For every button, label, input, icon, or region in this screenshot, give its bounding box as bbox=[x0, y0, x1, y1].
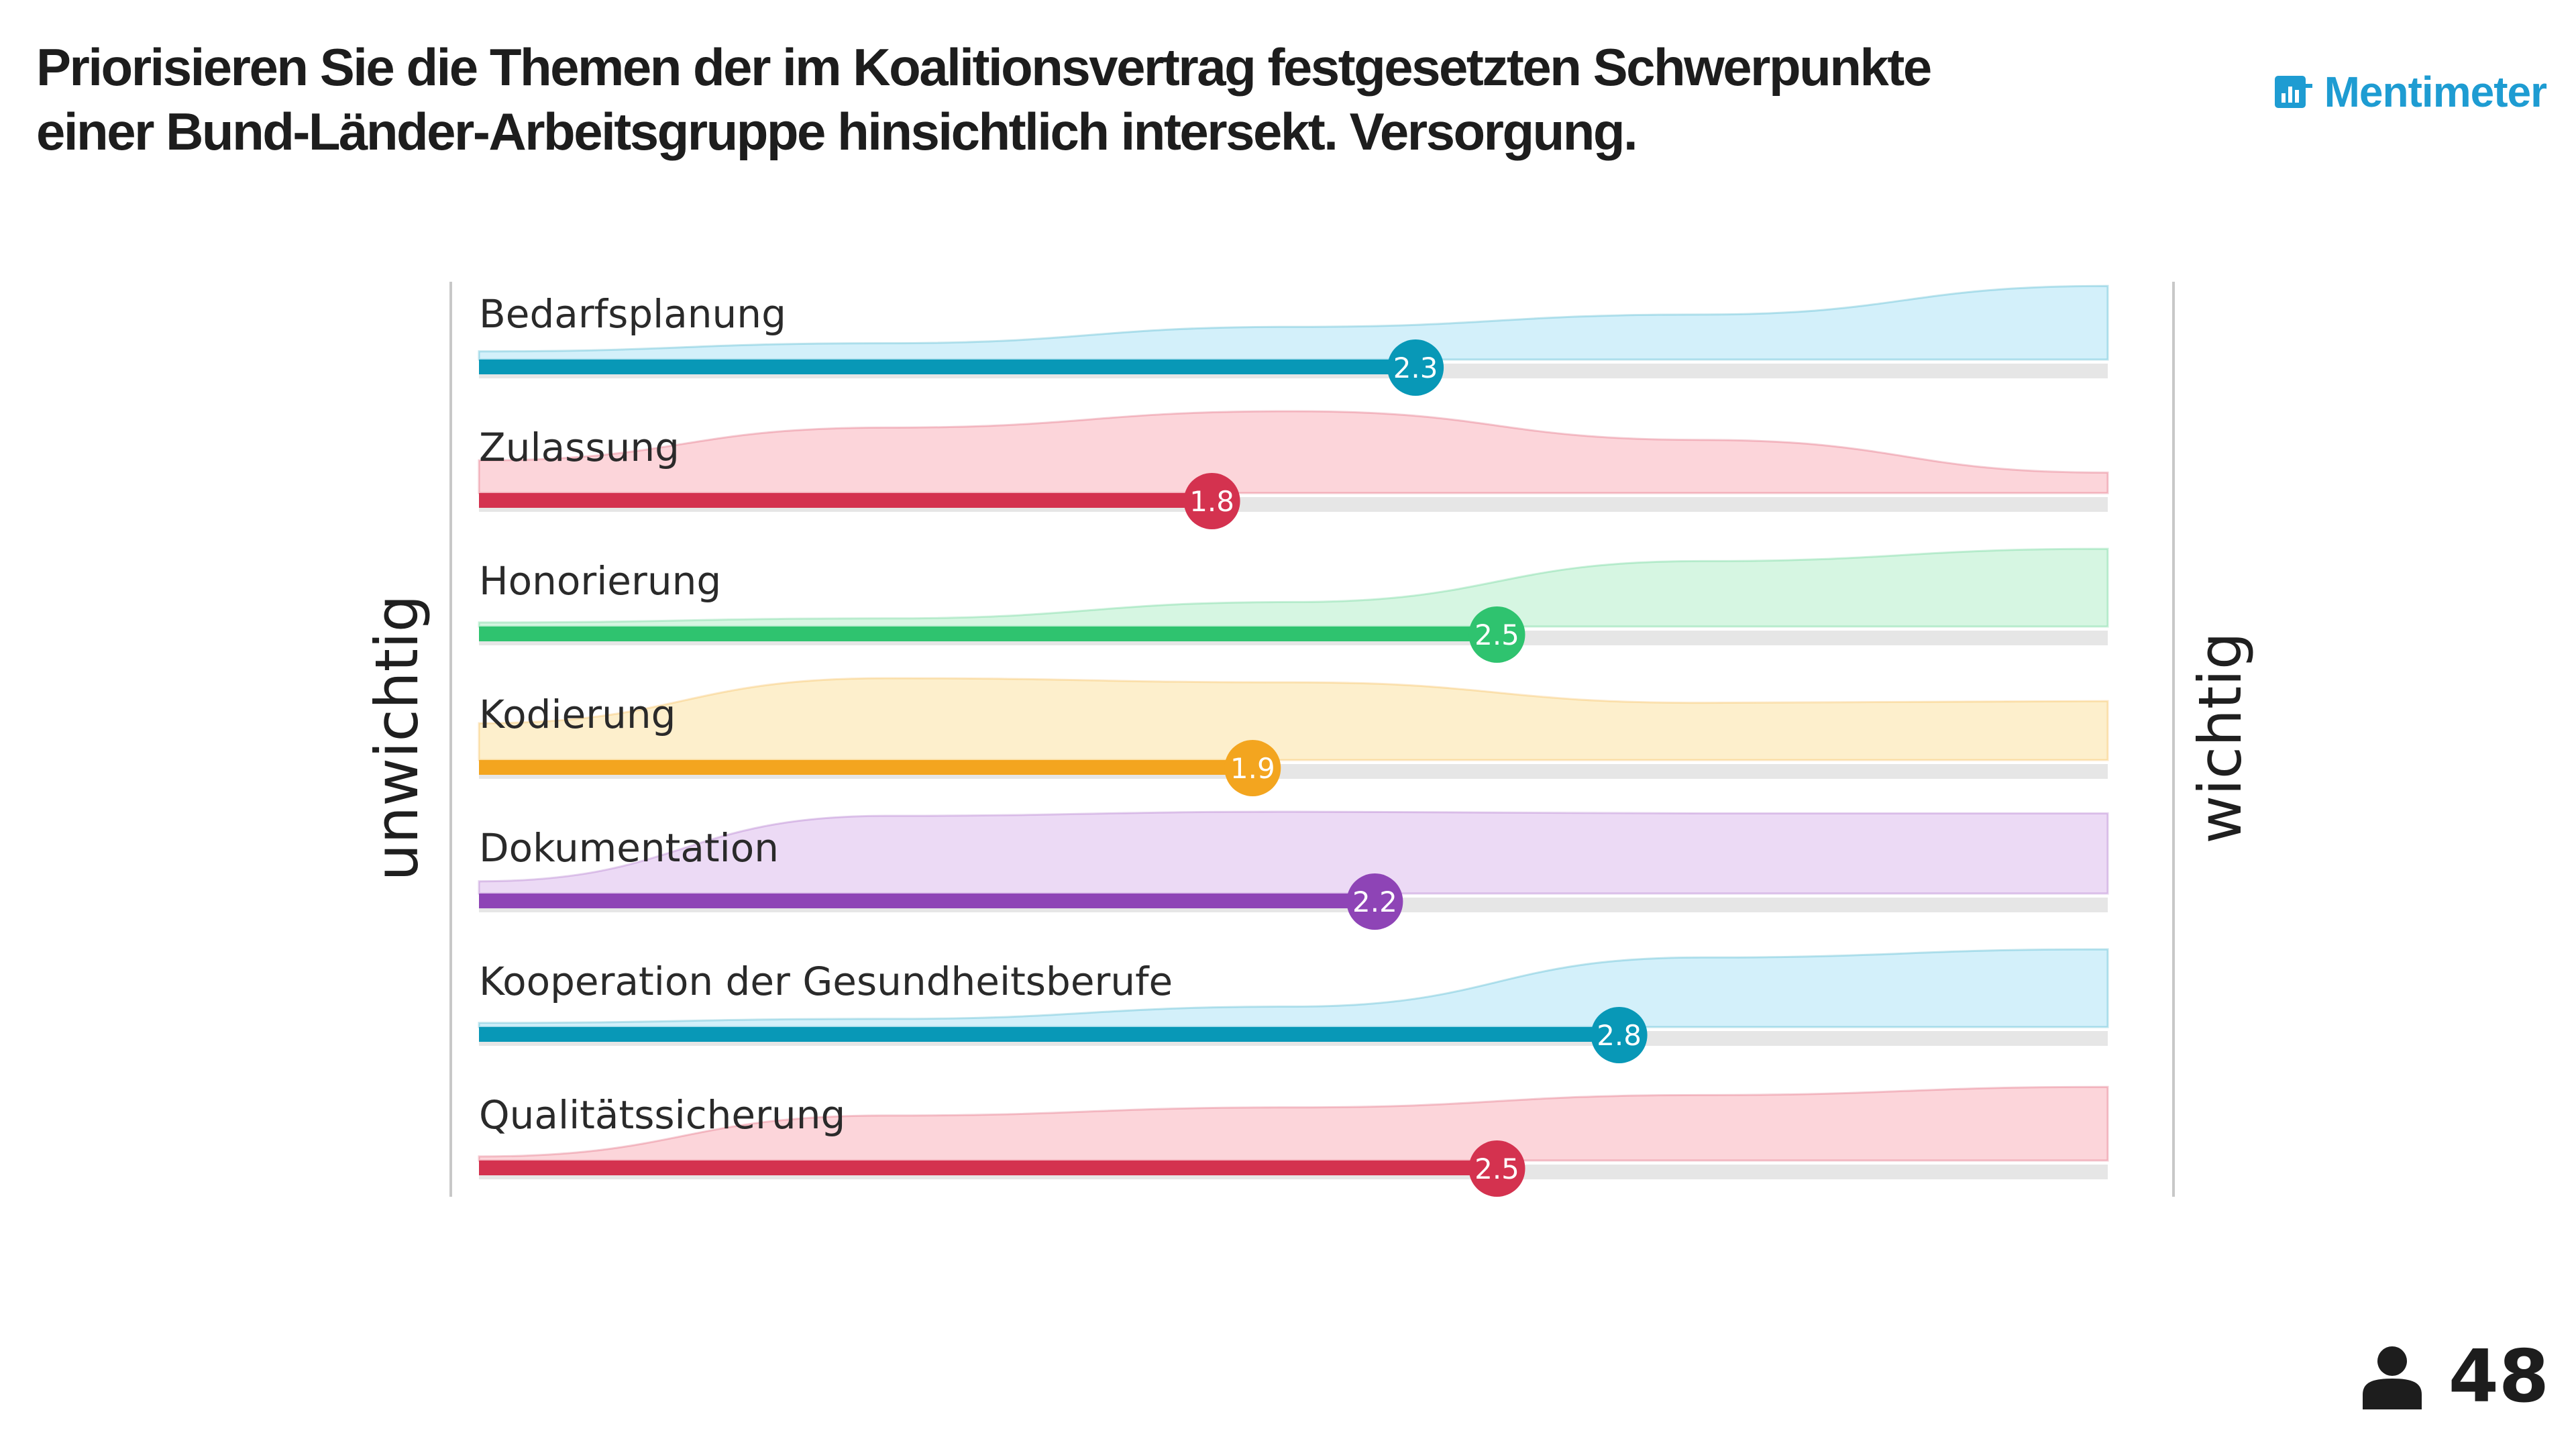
distribution-area bbox=[478, 1085, 2109, 1162]
value-marker bbox=[1591, 1007, 1648, 1063]
category-label: Kooperation der Gesundheitsberufe bbox=[479, 959, 1173, 1004]
value-bar bbox=[479, 493, 1212, 508]
value-bar bbox=[479, 894, 1375, 908]
distribution-area bbox=[478, 677, 2109, 761]
scale-min-label: unwichtig bbox=[362, 595, 431, 881]
scale-row: Kooperation der Gesundheitsberufe 2.8 bbox=[478, 948, 2109, 1063]
page-title: Priorisieren Sie die Themen der im Koali… bbox=[36, 38, 1932, 161]
person-icon bbox=[2362, 1346, 2422, 1409]
value-label: 2.5 bbox=[1474, 1152, 1519, 1185]
value-bar bbox=[479, 1027, 1619, 1042]
value-label: 2.2 bbox=[1352, 885, 1397, 918]
value-label: 2.8 bbox=[1597, 1019, 1642, 1052]
participant-count: 48 bbox=[2362, 1335, 2549, 1419]
category-label: Zulassung bbox=[479, 425, 680, 470]
value-marker bbox=[1387, 339, 1444, 396]
distribution-area bbox=[478, 810, 2109, 895]
scale-row: Zulassung 1.8 bbox=[478, 410, 2109, 529]
value-marker bbox=[1346, 873, 1403, 930]
category-label: Bedarfsplanung bbox=[479, 291, 786, 337]
scale-row: Dokumentation 2.2 bbox=[478, 810, 2109, 930]
distribution-area bbox=[478, 284, 2109, 361]
scale-row: Honorierung 2.5 bbox=[478, 547, 2109, 663]
scale-max-label: wichtig bbox=[2186, 632, 2255, 843]
distribution-area bbox=[478, 948, 2109, 1028]
value-marker bbox=[1224, 740, 1281, 796]
value-marker bbox=[1468, 1140, 1525, 1197]
value-bar bbox=[479, 627, 1497, 641]
value-label: 2.3 bbox=[1393, 352, 1438, 384]
value-label: 1.8 bbox=[1189, 485, 1234, 518]
mentimeter-logo: Mentimeter bbox=[2274, 67, 2547, 117]
mentimeter-logo-icon bbox=[2274, 76, 2312, 108]
category-label: Honorierung bbox=[479, 558, 721, 604]
distribution-area bbox=[478, 410, 2109, 494]
chart-rows: Bedarfsplanung 2.3 Zulassung 1.8 Honorierung… bbox=[478, 284, 2109, 1197]
participant-count-value: 48 bbox=[2448, 1335, 2549, 1419]
category-label: Kodierung bbox=[479, 692, 676, 737]
distribution-area bbox=[478, 547, 2109, 628]
value-bar bbox=[479, 360, 1416, 374]
category-label: Dokumentation bbox=[479, 825, 779, 871]
value-label: 2.5 bbox=[1474, 619, 1519, 651]
scale-row: Qualitätssicherung 2.5 bbox=[478, 1085, 2109, 1197]
scale-row: Bedarfsplanung 2.3 bbox=[478, 284, 2109, 396]
value-bar bbox=[479, 760, 1253, 775]
value-marker bbox=[1183, 473, 1240, 529]
brand-name: Mentimeter bbox=[2324, 68, 2547, 116]
category-label: Qualitätssicherung bbox=[479, 1092, 845, 1138]
value-label: 1.9 bbox=[1230, 752, 1275, 785]
scale-row: Kodierung 1.9 bbox=[478, 677, 2109, 796]
value-bar bbox=[479, 1161, 1497, 1175]
value-marker bbox=[1468, 606, 1525, 663]
